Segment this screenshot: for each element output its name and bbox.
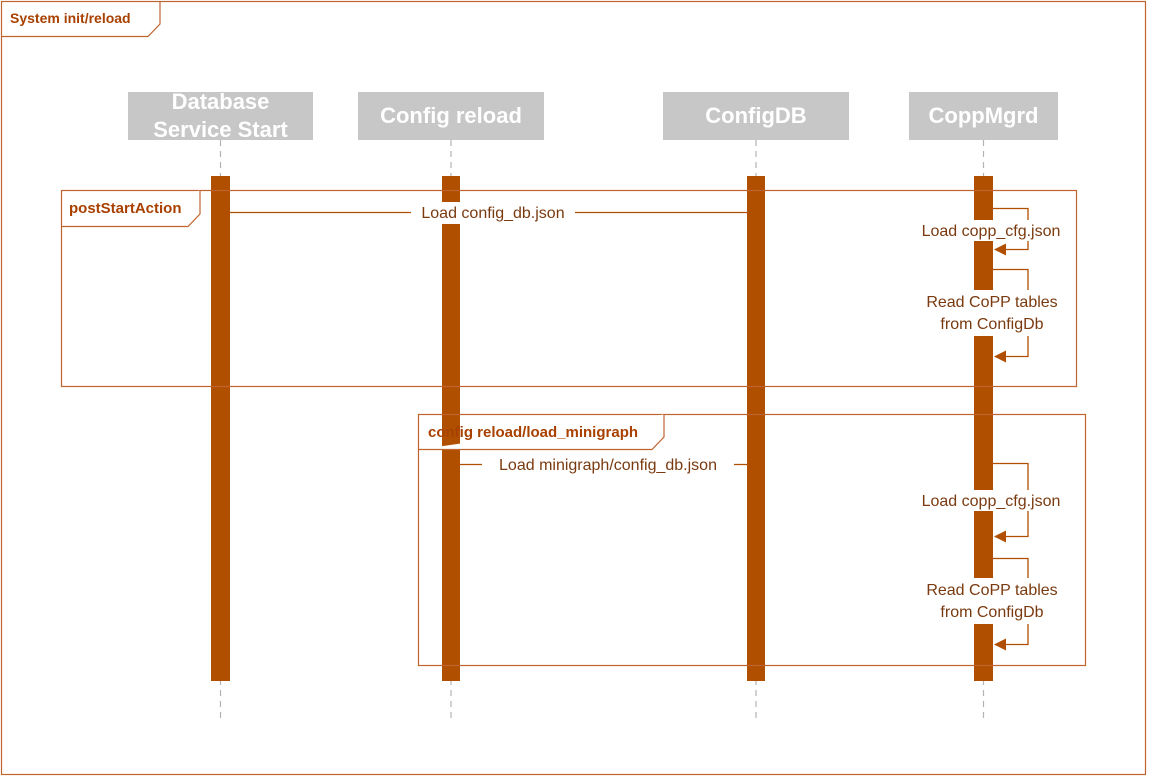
- participant-coppmgrd: CoppMgrd: [909, 92, 1058, 140]
- activation-bar-configdb: [747, 176, 765, 681]
- self-call-label-bg: [917, 578, 1067, 624]
- fragment-tab: [418, 414, 665, 451]
- message-label: Load minigraph/config_db.json: [499, 457, 717, 474]
- self-call-label: Load copp_cfg.json: [922, 223, 1061, 240]
- participant-label: ConfigDB: [705, 103, 806, 128]
- fragment-frame: [417, 413, 1087, 667]
- self-call-label-bg: [917, 290, 1067, 336]
- participant-box: [358, 92, 544, 140]
- participant-configdb: ConfigDB: [663, 92, 849, 140]
- fragment-tab: [61, 190, 201, 228]
- participant-label-line-2: Service Start: [153, 117, 288, 142]
- self-call-label-bg: [910, 490, 1070, 511]
- participant-label-line-1: Database: [172, 89, 270, 114]
- self-call-label-line-2: from ConfigDb: [940, 316, 1043, 333]
- participant-config-reload: Config reload: [358, 92, 544, 140]
- message-label-bg: [482, 454, 734, 476]
- participant-box: [128, 92, 313, 140]
- fragment-frame: [60, 189, 1078, 388]
- diagram-title: System init/reload: [10, 10, 131, 26]
- self-call-label-line-1: Read CoPP tables: [926, 582, 1057, 599]
- self-call-label: Load copp_cfg.json: [922, 493, 1061, 510]
- fragment-post-start-action: postStartAction Load config_db.json Load…: [60, 189, 1078, 388]
- message-label-bg: [411, 202, 575, 224]
- participant-database-service-start: Database Service Start: [128, 89, 313, 142]
- activation-bar-database-service-start: [211, 176, 230, 681]
- self-call-label-line-2: from ConfigDb: [940, 604, 1043, 621]
- activation-bar-config-reload: [442, 176, 460, 681]
- outer-frame-tab: [1, 1, 161, 38]
- participant-label: Config reload: [380, 103, 522, 128]
- participant-label: CoppMgrd: [929, 103, 1039, 128]
- fragment-label: postStartAction: [69, 200, 182, 217]
- self-call-label-bg: [910, 220, 1070, 241]
- participant-box: [909, 92, 1058, 140]
- self-call-label-line-1: Read CoPP tables: [926, 294, 1057, 311]
- participant-box: [663, 92, 849, 140]
- message-label: Load config_db.json: [421, 205, 564, 222]
- fragment-label: config reload/load_minigraph: [428, 424, 638, 441]
- fragment-config-reload-load-minigraph: config reload/load_minigraph Load minigr…: [417, 413, 1087, 667]
